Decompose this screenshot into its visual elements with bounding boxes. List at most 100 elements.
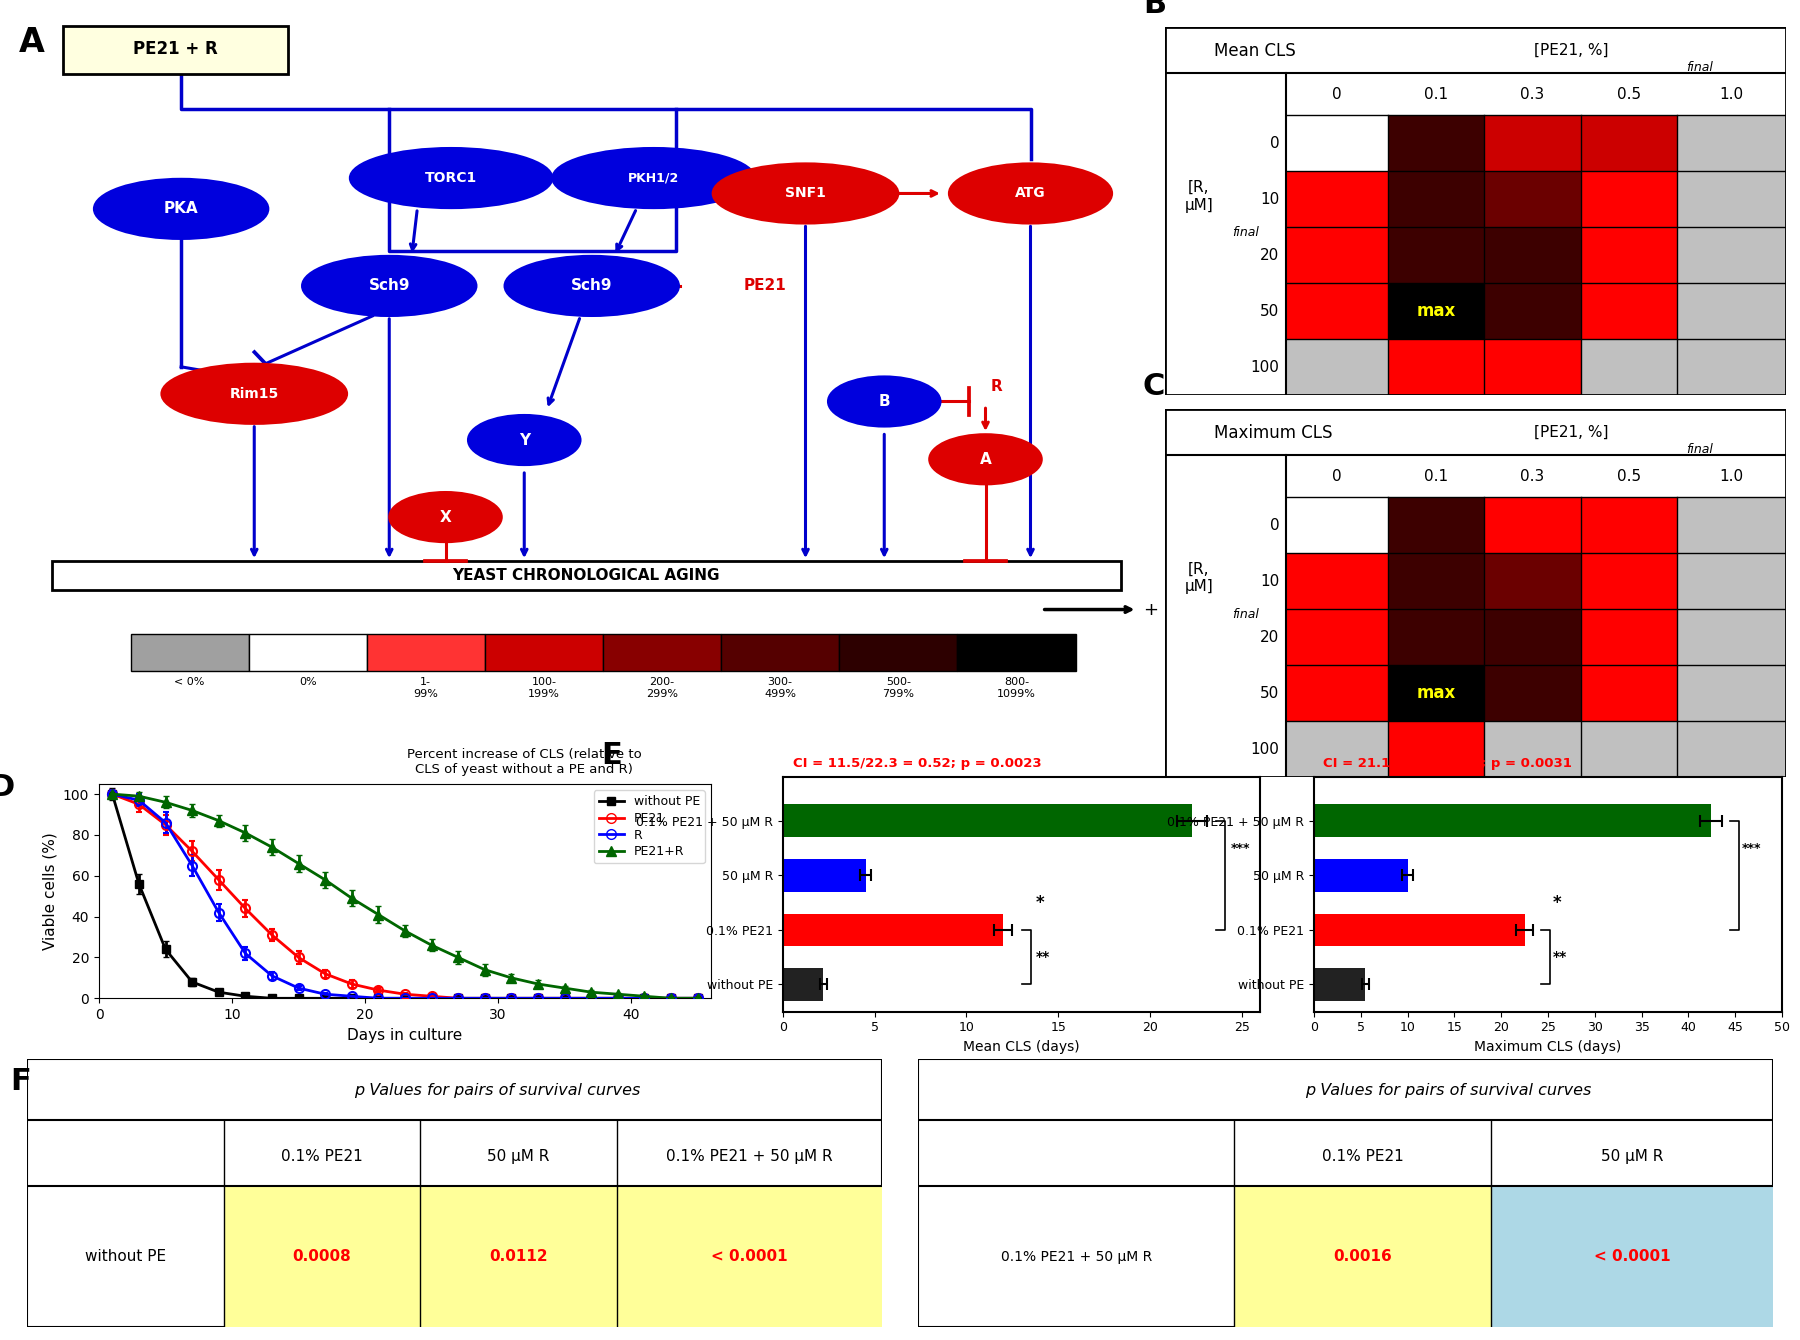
Text: 0.5: 0.5 — [1616, 469, 1642, 484]
Text: 500-
799%: 500- 799% — [882, 677, 914, 699]
Text: +: + — [1143, 600, 1157, 619]
Bar — [1235, 1186, 1490, 1327]
Text: 0.3: 0.3 — [1521, 469, 1544, 484]
Text: 1.0: 1.0 — [1719, 469, 1744, 484]
Bar — [1678, 228, 1786, 283]
Text: 0.1% PE21 + 50 μM R: 0.1% PE21 + 50 μM R — [666, 1148, 833, 1164]
Text: max: max — [1417, 685, 1456, 702]
Text: 50: 50 — [1260, 304, 1280, 319]
Text: 50 μM R: 50 μM R — [488, 1148, 549, 1164]
Ellipse shape — [468, 415, 580, 465]
Bar — [783, 859, 866, 891]
Ellipse shape — [302, 256, 477, 316]
Text: YEAST CHRONOLOGICAL AGING: YEAST CHRONOLOGICAL AGING — [452, 568, 720, 583]
Bar — [1678, 721, 1786, 777]
Text: PKA: PKA — [164, 201, 198, 216]
Text: PE21: PE21 — [743, 279, 787, 293]
Bar — [1388, 228, 1485, 283]
Text: final: final — [1687, 60, 1714, 74]
Text: B: B — [1143, 0, 1166, 19]
Y-axis label: Viable cells (%): Viable cells (%) — [43, 832, 58, 950]
Text: 0: 0 — [1332, 469, 1341, 484]
Ellipse shape — [828, 377, 940, 426]
Bar — [1678, 172, 1786, 228]
Bar — [1485, 283, 1580, 339]
Bar — [1388, 283, 1485, 339]
Bar — [1678, 665, 1786, 721]
Bar — [1580, 115, 1678, 172]
Text: Mean CLS: Mean CLS — [1215, 42, 1296, 60]
Ellipse shape — [713, 163, 898, 224]
Text: [R,
μM]: [R, μM] — [1184, 561, 1213, 595]
Text: p Values for pairs of survival curves: p Values for pairs of survival curves — [1305, 1083, 1591, 1099]
Text: Sch9: Sch9 — [369, 279, 410, 293]
Text: ***: *** — [1742, 842, 1760, 855]
Ellipse shape — [162, 363, 347, 423]
Bar — [1285, 172, 1388, 228]
Bar — [1314, 914, 1525, 946]
Text: C: C — [1143, 373, 1165, 402]
Bar — [130, 634, 248, 671]
Bar — [367, 634, 484, 671]
Ellipse shape — [949, 163, 1112, 224]
Text: B: B — [878, 394, 889, 409]
Text: Percent increase of CLS (relative to
CLS of yeast without a PE and R): Percent increase of CLS (relative to CLS… — [407, 748, 641, 776]
Bar — [1388, 172, 1485, 228]
Text: < 0.0001: < 0.0001 — [711, 1249, 788, 1265]
Text: 0.1: 0.1 — [1424, 469, 1449, 484]
Bar — [1388, 115, 1485, 172]
Text: 0.1: 0.1 — [1424, 87, 1449, 102]
Bar — [1485, 115, 1580, 172]
Text: 0.0112: 0.0112 — [490, 1249, 547, 1265]
Text: 0%: 0% — [299, 677, 317, 687]
Bar — [1580, 665, 1678, 721]
Bar — [783, 914, 1003, 946]
Bar — [1580, 721, 1678, 777]
Bar — [1485, 172, 1580, 228]
Text: 0.5: 0.5 — [1616, 87, 1642, 102]
Text: 0.0008: 0.0008 — [293, 1249, 351, 1265]
X-axis label: Mean CLS (days): Mean CLS (days) — [963, 1040, 1080, 1055]
Bar — [1485, 228, 1580, 283]
Text: 1.0: 1.0 — [1719, 87, 1744, 102]
Bar — [1314, 804, 1710, 838]
Bar — [1485, 553, 1580, 610]
Bar — [1388, 553, 1485, 610]
Text: 100: 100 — [1251, 742, 1280, 757]
Text: R: R — [992, 379, 1003, 394]
Text: max: max — [1417, 303, 1456, 320]
Text: Y: Y — [518, 433, 529, 448]
Text: 0: 0 — [1332, 87, 1341, 102]
Text: 10: 10 — [1260, 574, 1280, 588]
Text: TORC1: TORC1 — [425, 172, 477, 185]
Text: 0.1% PE21 + 50 μM R: 0.1% PE21 + 50 μM R — [1001, 1250, 1152, 1264]
Bar — [1485, 339, 1580, 395]
Text: 800-
1099%: 800- 1099% — [997, 677, 1035, 699]
Bar — [1580, 497, 1678, 553]
Ellipse shape — [389, 492, 502, 543]
X-axis label: Days in culture: Days in culture — [347, 1028, 463, 1043]
Bar — [1580, 610, 1678, 665]
Bar — [248, 634, 367, 671]
Bar — [1285, 283, 1388, 339]
Text: [PE21, %]: [PE21, %] — [1534, 43, 1609, 58]
Bar — [1314, 859, 1408, 891]
Bar — [839, 634, 958, 671]
Bar — [1580, 172, 1678, 228]
Text: 0.3: 0.3 — [1521, 87, 1544, 102]
Bar — [1485, 665, 1580, 721]
Text: 0.1% PE21: 0.1% PE21 — [1321, 1148, 1404, 1164]
Bar — [1580, 283, 1678, 339]
Bar — [1580, 339, 1678, 395]
Text: < 0.0001: < 0.0001 — [1593, 1249, 1670, 1265]
Text: final: final — [1687, 442, 1714, 456]
Text: Maximum CLS: Maximum CLS — [1215, 423, 1332, 442]
Text: Sch9: Sch9 — [571, 279, 612, 293]
Ellipse shape — [349, 147, 553, 208]
Bar — [1678, 497, 1786, 553]
Bar — [1678, 610, 1786, 665]
Bar — [1285, 339, 1388, 395]
Text: < 0%: < 0% — [175, 677, 205, 687]
Ellipse shape — [929, 434, 1042, 484]
Text: X: X — [439, 509, 452, 524]
